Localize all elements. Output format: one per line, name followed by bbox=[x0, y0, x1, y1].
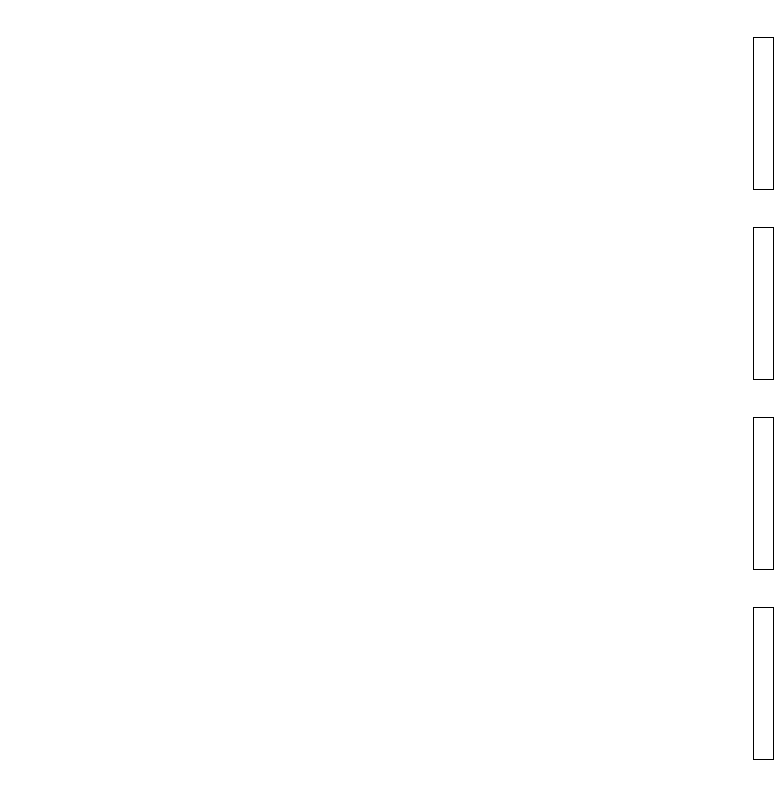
attenuated-backscatter-heatmap bbox=[47, 37, 698, 188]
colorbar-tick-labels bbox=[703, 227, 750, 378]
smoothed-depolarisation-heatmap bbox=[47, 607, 698, 758]
colorbar bbox=[753, 227, 774, 380]
y-tick-labels bbox=[0, 227, 46, 378]
panel-raw-attenuated-backscatter bbox=[0, 227, 780, 417]
y-tick-labels bbox=[0, 37, 46, 188]
panel-smoothed-depolarisation bbox=[0, 607, 780, 797]
raw-depolarisation-heatmap bbox=[47, 417, 698, 568]
colorbar-tick-labels bbox=[703, 37, 750, 188]
panel-raw-depolarisation bbox=[0, 417, 780, 607]
x-tick-labels bbox=[0, 192, 780, 208]
panel-attenuated-backscatter bbox=[0, 37, 780, 227]
colorbar bbox=[753, 607, 774, 760]
colorbar-tick-labels bbox=[703, 417, 750, 568]
colorbar bbox=[753, 37, 774, 190]
y-tick-labels bbox=[0, 607, 46, 758]
y-tick-labels bbox=[0, 417, 46, 568]
x-tick-labels bbox=[0, 572, 780, 588]
x-tick-labels bbox=[0, 382, 780, 398]
colorbar bbox=[753, 417, 774, 570]
raw-backscatter-heatmap bbox=[47, 227, 698, 378]
x-tick-labels bbox=[0, 762, 780, 778]
colorbar-tick-labels bbox=[703, 607, 750, 758]
